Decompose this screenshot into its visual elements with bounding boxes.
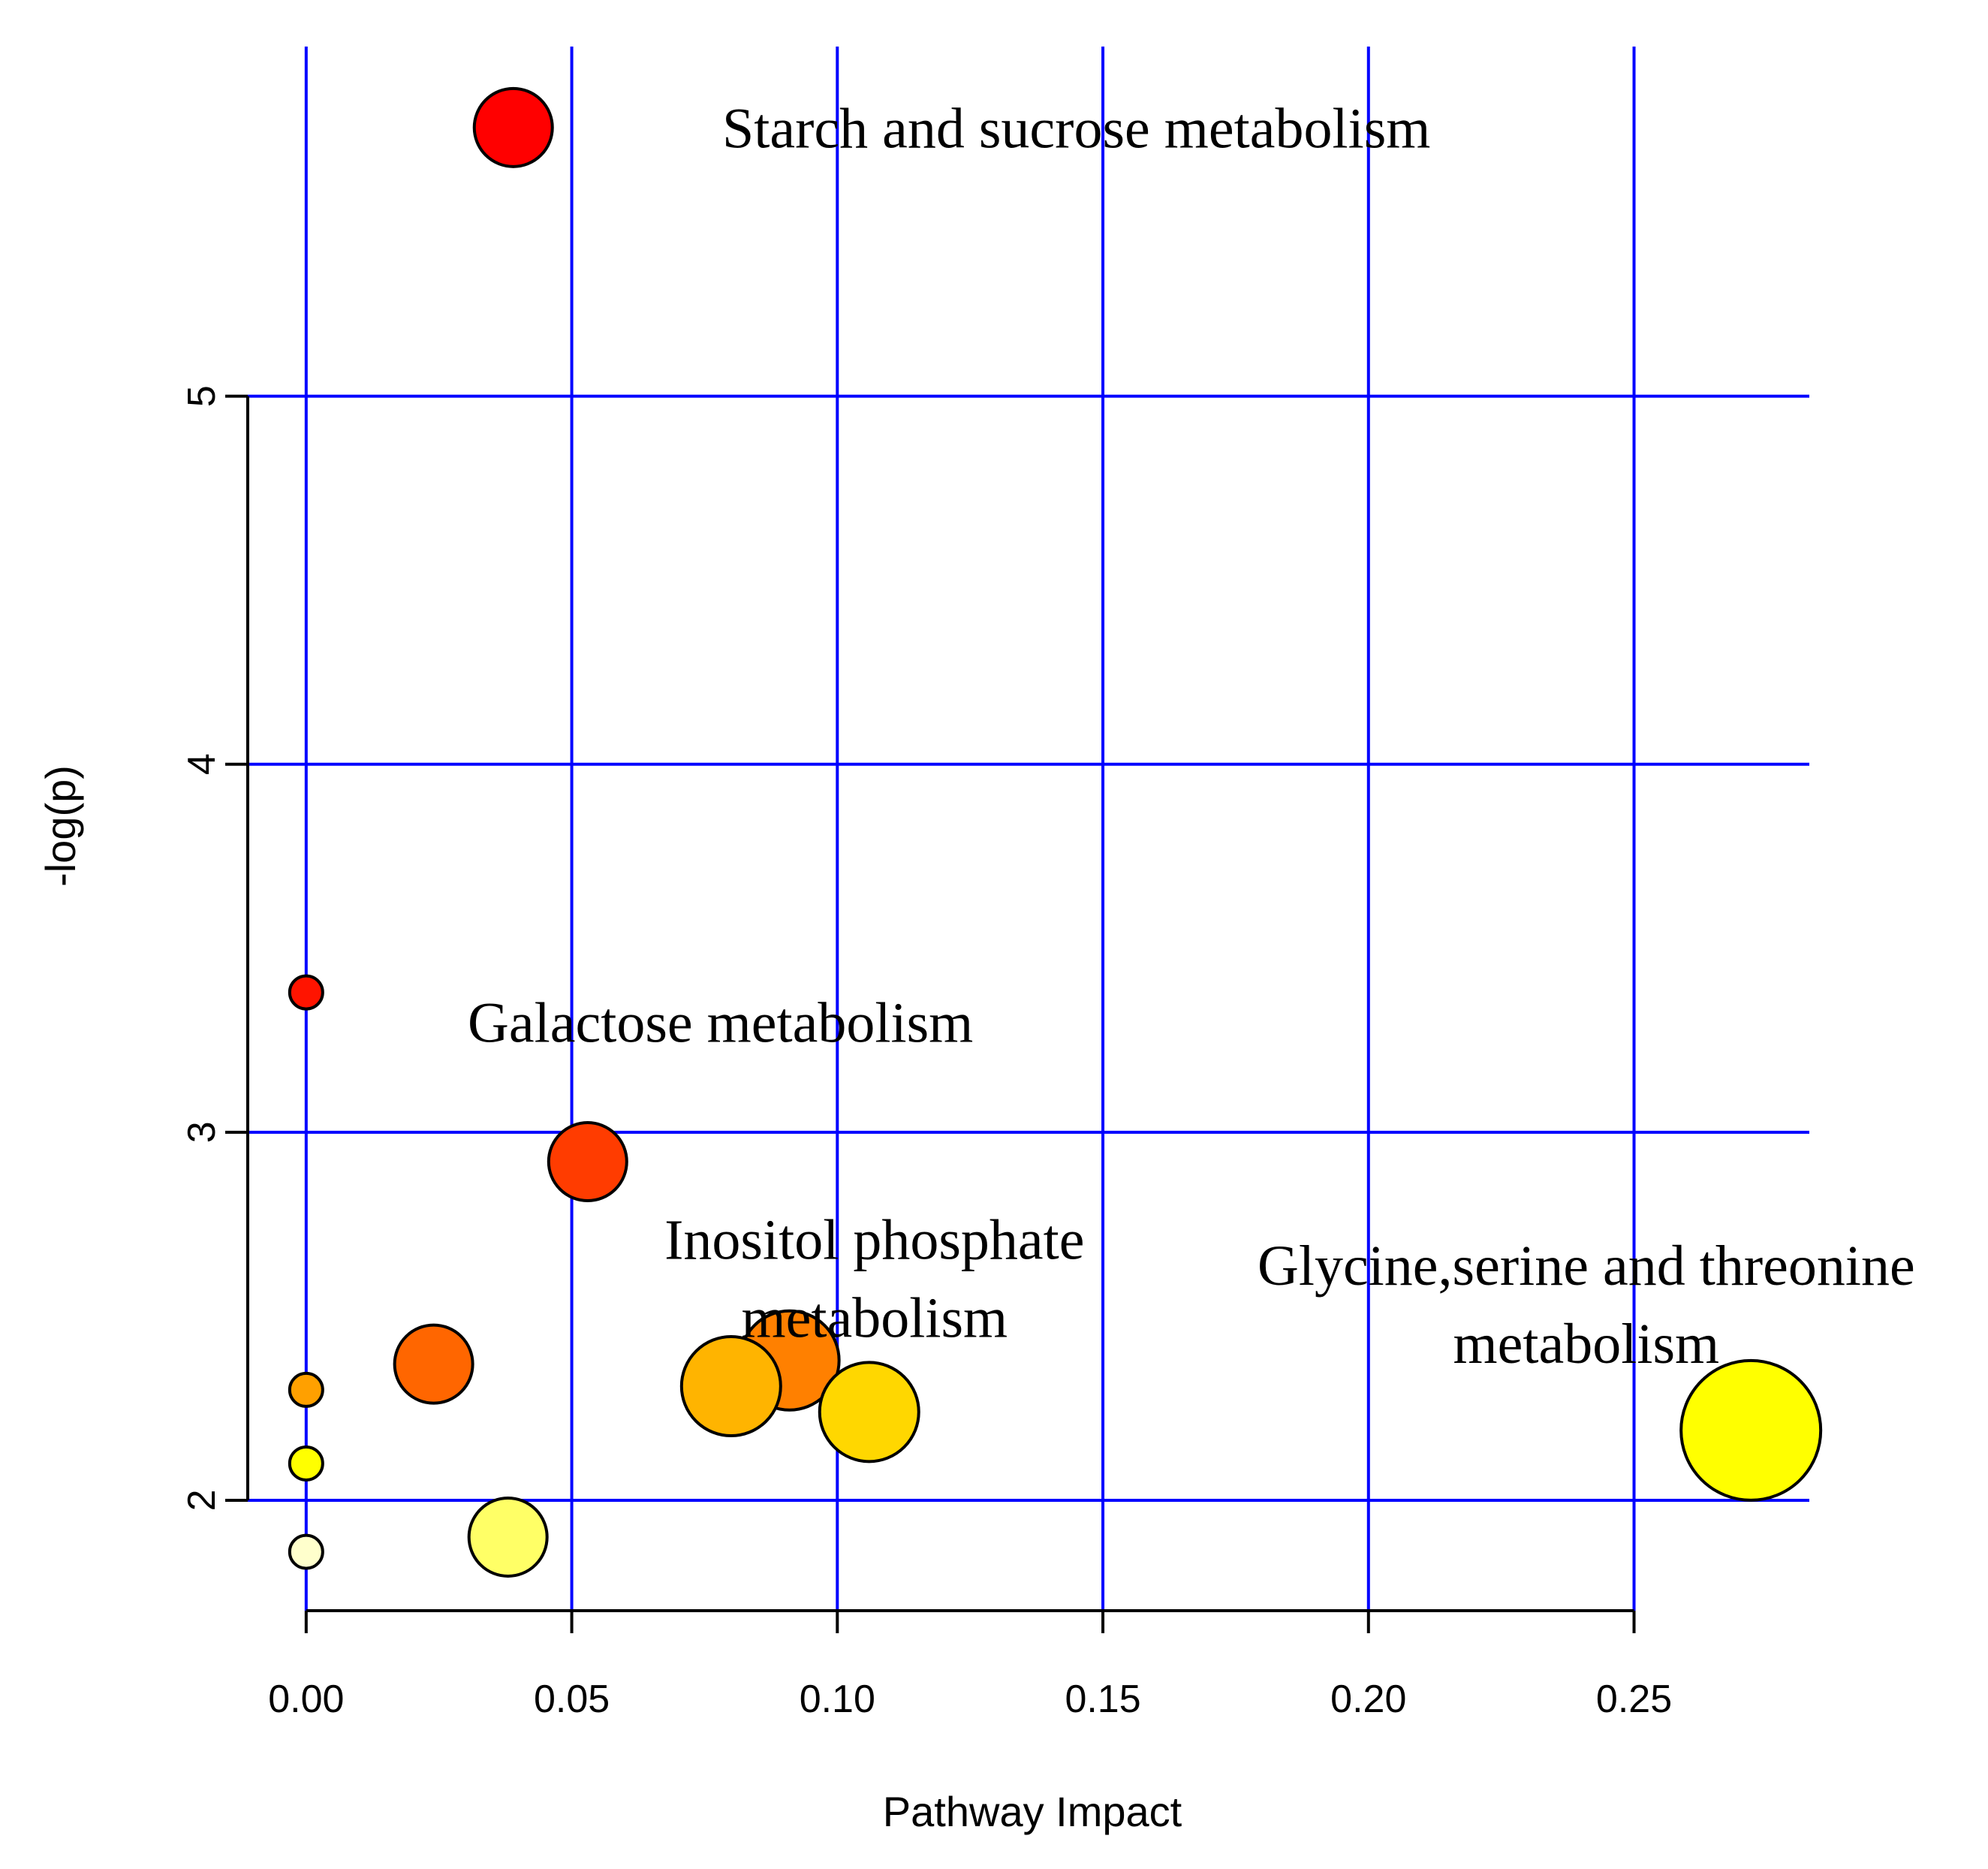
pathway-annotation: Inositol phosphate (664, 1209, 1084, 1272)
y-tick-label: 3 (180, 1121, 224, 1143)
x-tick-label: 0.20 (1330, 1678, 1406, 1721)
annotation-layer: Starch and sucrose metabolism Galactose m… (468, 97, 1915, 1375)
pathway-annotation: Galactose metabolism (468, 991, 973, 1054)
x-tick-label: 0.00 (268, 1678, 344, 1721)
pathway-annotation: Starch and sucrose metabolism (722, 97, 1430, 160)
data-point (393, 1323, 474, 1405)
data-point (288, 974, 324, 1011)
x-tick-label: 0.15 (1065, 1678, 1140, 1721)
grid-layer (248, 47, 1809, 1611)
data-point (1679, 1358, 1823, 1502)
y-tick-label: 5 (180, 385, 224, 407)
y-axis-label: -log(p) (37, 765, 84, 887)
x-tick-label: 0.05 (534, 1678, 610, 1721)
points-layer (288, 86, 1823, 1578)
data-point (472, 86, 554, 168)
data-point (288, 1371, 324, 1408)
x-tick-label: 0.10 (800, 1678, 875, 1721)
x-tick-label: 0.25 (1596, 1678, 1672, 1721)
axes-layer: 2 3 4 5 0.00 0.05 0.10 0.15 0.20 0.25 (180, 385, 1672, 1721)
data-point (288, 1445, 324, 1482)
pathway-annotation: Glycine,serine and threonine (1258, 1234, 1915, 1298)
pathway-annotation: metabolism (1453, 1313, 1720, 1376)
y-tick-label: 2 (180, 1490, 224, 1512)
data-point (288, 1533, 324, 1570)
data-point (818, 1361, 920, 1464)
x-axis-label: Pathway Impact (883, 1788, 1182, 1835)
y-tick-label: 4 (180, 753, 224, 775)
pathway-annotation: metabolism (742, 1287, 1008, 1350)
data-point (547, 1121, 628, 1203)
data-point (679, 1335, 782, 1438)
data-point (467, 1496, 549, 1578)
